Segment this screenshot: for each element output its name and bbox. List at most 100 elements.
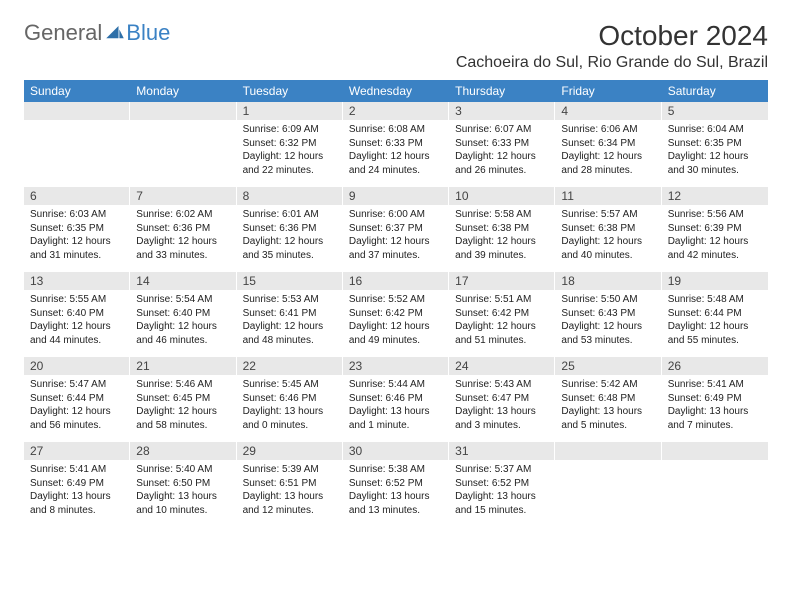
day-number: 23 <box>343 357 449 375</box>
day-cell: Sunrise: 5:55 AMSunset: 6:40 PMDaylight:… <box>24 290 130 357</box>
sunset-text: Sunset: 6:44 PM <box>668 307 762 321</box>
daylight-text: Daylight: 12 hours and 33 minutes. <box>136 235 230 262</box>
daylight-text: Daylight: 13 hours and 8 minutes. <box>30 490 124 517</box>
sunrise-text: Sunrise: 5:50 AM <box>561 293 655 307</box>
daylight-text: Daylight: 12 hours and 53 minutes. <box>561 320 655 347</box>
location-text: Cachoeira do Sul, Rio Grande do Sul, Bra… <box>456 54 768 72</box>
day-cell: Sunrise: 5:41 AMSunset: 6:49 PMDaylight:… <box>662 375 768 442</box>
sail-icon <box>106 26 124 40</box>
sunset-text: Sunset: 6:52 PM <box>349 477 443 491</box>
day-number: 30 <box>343 442 449 460</box>
day-number: 18 <box>555 272 661 290</box>
sunset-text: Sunset: 6:40 PM <box>136 307 230 321</box>
day-cell <box>130 120 236 187</box>
brand-part2: Blue <box>126 20 170 46</box>
day-header: Monday <box>130 80 236 102</box>
sunset-text: Sunset: 6:35 PM <box>30 222 124 236</box>
day-cell: Sunrise: 6:09 AMSunset: 6:32 PMDaylight:… <box>237 120 343 187</box>
day-cell: Sunrise: 5:57 AMSunset: 6:38 PMDaylight:… <box>555 205 661 272</box>
sunset-text: Sunset: 6:32 PM <box>243 137 337 151</box>
day-number: 11 <box>555 187 661 205</box>
daylight-text: Daylight: 12 hours and 55 minutes. <box>668 320 762 347</box>
daylight-text: Daylight: 13 hours and 15 minutes. <box>455 490 549 517</box>
sunset-text: Sunset: 6:34 PM <box>561 137 655 151</box>
day-number-row: 2728293031 <box>24 442 768 460</box>
day-cell: Sunrise: 5:38 AMSunset: 6:52 PMDaylight:… <box>343 460 449 527</box>
day-cell: Sunrise: 5:56 AMSunset: 6:39 PMDaylight:… <box>662 205 768 272</box>
daylight-text: Daylight: 13 hours and 13 minutes. <box>349 490 443 517</box>
day-cell: Sunrise: 5:50 AMSunset: 6:43 PMDaylight:… <box>555 290 661 357</box>
sunrise-text: Sunrise: 5:42 AM <box>561 378 655 392</box>
daylight-text: Daylight: 12 hours and 35 minutes. <box>243 235 337 262</box>
day-cell: Sunrise: 6:06 AMSunset: 6:34 PMDaylight:… <box>555 120 661 187</box>
sunrise-text: Sunrise: 5:56 AM <box>668 208 762 222</box>
day-cell-row: Sunrise: 5:55 AMSunset: 6:40 PMDaylight:… <box>24 290 768 357</box>
day-number: 28 <box>130 442 236 460</box>
sunset-text: Sunset: 6:49 PM <box>30 477 124 491</box>
daylight-text: Daylight: 12 hours and 30 minutes. <box>668 150 762 177</box>
daylight-text: Daylight: 12 hours and 28 minutes. <box>561 150 655 177</box>
day-cell: Sunrise: 5:42 AMSunset: 6:48 PMDaylight:… <box>555 375 661 442</box>
day-number: 29 <box>237 442 343 460</box>
sunrise-text: Sunrise: 5:47 AM <box>30 378 124 392</box>
day-number-row: 12345 <box>24 102 768 120</box>
day-number: 6 <box>24 187 130 205</box>
day-number: 2 <box>343 102 449 120</box>
day-cell: Sunrise: 6:07 AMSunset: 6:33 PMDaylight:… <box>449 120 555 187</box>
daylight-text: Daylight: 12 hours and 46 minutes. <box>136 320 230 347</box>
sunrise-text: Sunrise: 6:09 AM <box>243 123 337 137</box>
sunset-text: Sunset: 6:35 PM <box>668 137 762 151</box>
day-cell: Sunrise: 5:40 AMSunset: 6:50 PMDaylight:… <box>130 460 236 527</box>
daylight-text: Daylight: 13 hours and 12 minutes. <box>243 490 337 517</box>
sunset-text: Sunset: 6:38 PM <box>561 222 655 236</box>
sunset-text: Sunset: 6:44 PM <box>30 392 124 406</box>
day-cell: Sunrise: 5:43 AMSunset: 6:47 PMDaylight:… <box>449 375 555 442</box>
daylight-text: Daylight: 12 hours and 42 minutes. <box>668 235 762 262</box>
sunset-text: Sunset: 6:36 PM <box>243 222 337 236</box>
day-number: 26 <box>662 357 768 375</box>
daylight-text: Daylight: 13 hours and 10 minutes. <box>136 490 230 517</box>
sunrise-text: Sunrise: 6:07 AM <box>455 123 549 137</box>
day-cell: Sunrise: 5:53 AMSunset: 6:41 PMDaylight:… <box>237 290 343 357</box>
day-cell: Sunrise: 5:52 AMSunset: 6:42 PMDaylight:… <box>343 290 449 357</box>
day-number: 13 <box>24 272 130 290</box>
day-cell: Sunrise: 5:41 AMSunset: 6:49 PMDaylight:… <box>24 460 130 527</box>
sunset-text: Sunset: 6:33 PM <box>455 137 549 151</box>
day-cell-row: Sunrise: 5:41 AMSunset: 6:49 PMDaylight:… <box>24 460 768 527</box>
day-cell: Sunrise: 5:48 AMSunset: 6:44 PMDaylight:… <box>662 290 768 357</box>
day-number <box>130 102 236 120</box>
sunrise-text: Sunrise: 5:58 AM <box>455 208 549 222</box>
daylight-text: Daylight: 12 hours and 56 minutes. <box>30 405 124 432</box>
sunset-text: Sunset: 6:37 PM <box>349 222 443 236</box>
sunrise-text: Sunrise: 5:46 AM <box>136 378 230 392</box>
day-cell-row: Sunrise: 6:03 AMSunset: 6:35 PMDaylight:… <box>24 205 768 272</box>
sunrise-text: Sunrise: 5:43 AM <box>455 378 549 392</box>
day-header: Friday <box>555 80 661 102</box>
sunrise-text: Sunrise: 5:44 AM <box>349 378 443 392</box>
day-cell: Sunrise: 6:02 AMSunset: 6:36 PMDaylight:… <box>130 205 236 272</box>
sunset-text: Sunset: 6:42 PM <box>349 307 443 321</box>
sunrise-text: Sunrise: 6:01 AM <box>243 208 337 222</box>
sunrise-text: Sunrise: 5:38 AM <box>349 463 443 477</box>
day-number: 8 <box>237 187 343 205</box>
day-cell: Sunrise: 6:03 AMSunset: 6:35 PMDaylight:… <box>24 205 130 272</box>
day-cell: Sunrise: 6:01 AMSunset: 6:36 PMDaylight:… <box>237 205 343 272</box>
sunset-text: Sunset: 6:43 PM <box>561 307 655 321</box>
sunset-text: Sunset: 6:49 PM <box>668 392 762 406</box>
day-number-row: 13141516171819 <box>24 272 768 290</box>
sunrise-text: Sunrise: 6:04 AM <box>668 123 762 137</box>
daylight-text: Daylight: 13 hours and 1 minute. <box>349 405 443 432</box>
month-title: October 2024 <box>456 20 768 52</box>
daylight-text: Daylight: 12 hours and 26 minutes. <box>455 150 549 177</box>
sunset-text: Sunset: 6:48 PM <box>561 392 655 406</box>
daylight-text: Daylight: 12 hours and 48 minutes. <box>243 320 337 347</box>
daylight-text: Daylight: 12 hours and 49 minutes. <box>349 320 443 347</box>
sunset-text: Sunset: 6:52 PM <box>455 477 549 491</box>
header: General Blue October 2024 Cachoeira do S… <box>24 20 768 72</box>
day-number: 20 <box>24 357 130 375</box>
sunset-text: Sunset: 6:39 PM <box>668 222 762 236</box>
day-number: 15 <box>237 272 343 290</box>
day-cell: Sunrise: 5:51 AMSunset: 6:42 PMDaylight:… <box>449 290 555 357</box>
day-number: 17 <box>449 272 555 290</box>
day-cell: Sunrise: 6:08 AMSunset: 6:33 PMDaylight:… <box>343 120 449 187</box>
